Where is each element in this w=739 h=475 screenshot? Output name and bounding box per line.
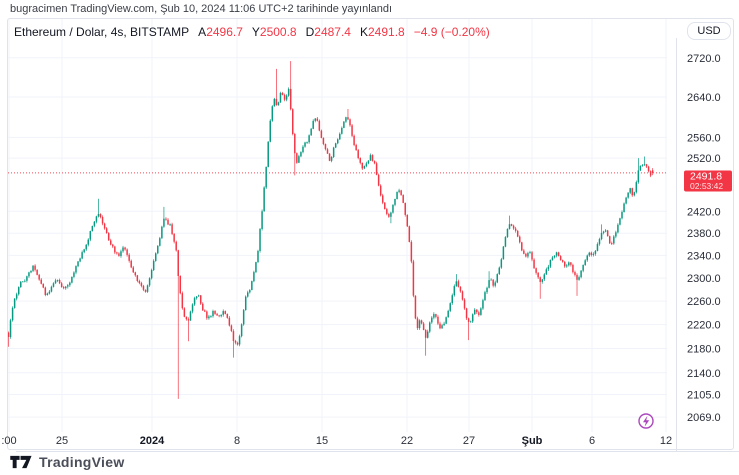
chart-widget xyxy=(7,18,739,452)
symbol-title: Ethereum / Dolar, 4s, BITSTAMP xyxy=(14,25,190,39)
brand-name: TradingView xyxy=(39,454,125,470)
price-axis[interactable] xyxy=(676,38,739,451)
chart-pane[interactable] xyxy=(16,38,676,451)
time-axis[interactable] xyxy=(16,451,739,468)
tradingview-logo-icon xyxy=(10,455,32,469)
ohlc-high: Y2500.8 xyxy=(251,25,297,39)
currency-toggle-button[interactable]: USD xyxy=(687,22,731,40)
footer[interactable]: TradingView xyxy=(10,454,125,470)
symbol-legend: Ethereum / Dolar, 4s, BITSTAMP A2496.7 Y25… xyxy=(14,25,490,39)
ohlc-close: K2491.8 xyxy=(359,25,405,39)
ohlc-open: A2496.7 xyxy=(198,25,243,39)
ohlc-low: D2487.4 xyxy=(305,25,351,39)
publish-header: bugracimen TradingView.com, Şub 10, 2024… xyxy=(10,3,393,15)
change-value: −4.9 (−0.20%) xyxy=(413,25,490,39)
